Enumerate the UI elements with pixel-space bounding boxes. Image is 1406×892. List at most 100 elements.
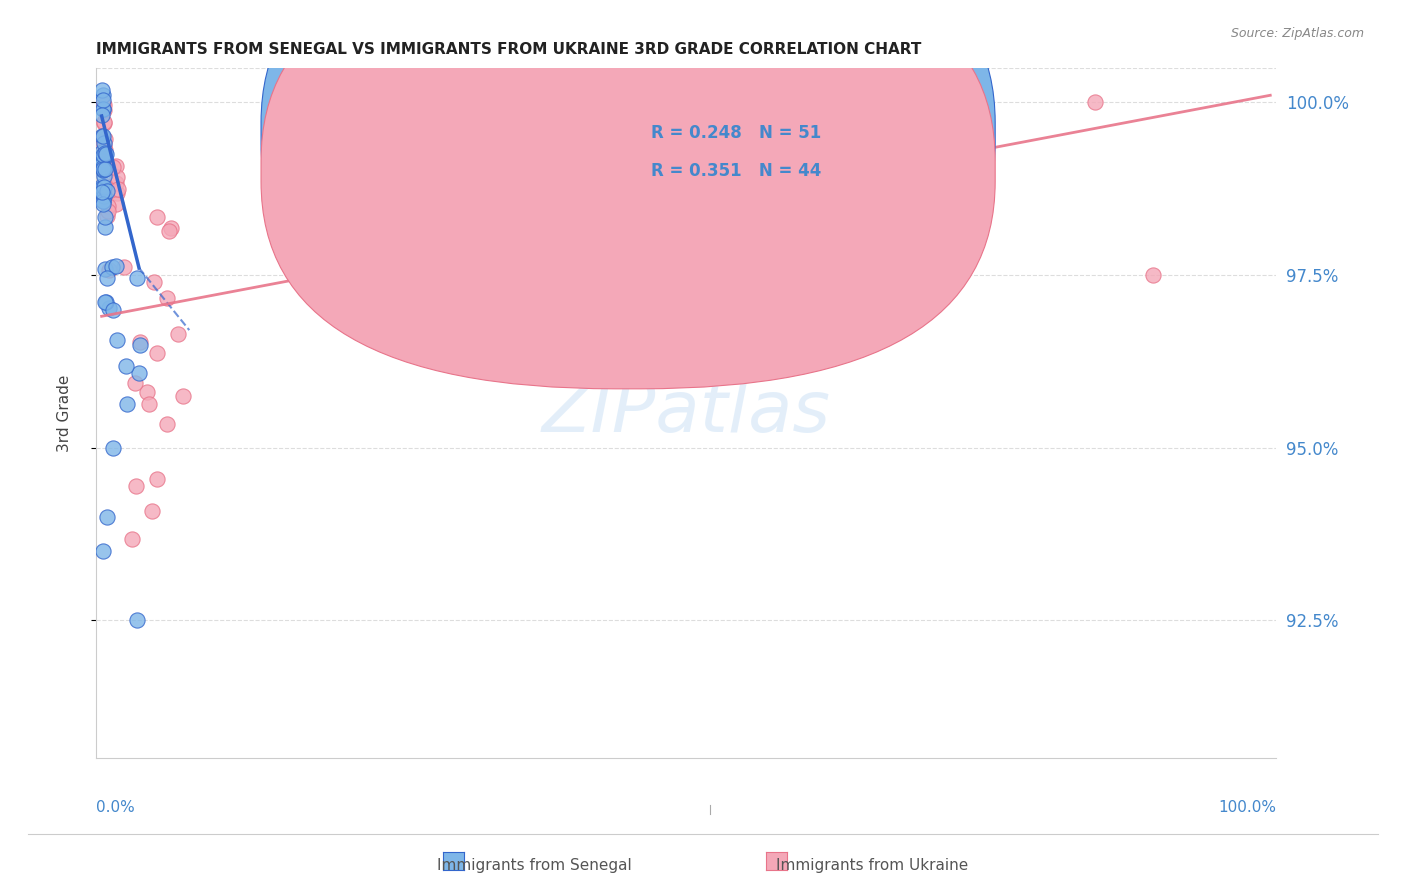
Point (91, 186, 114, 200)
FancyBboxPatch shape (262, 0, 995, 351)
FancyBboxPatch shape (592, 103, 875, 206)
Point (101, 260, 124, 274)
Text: Immigrants from Senegal: Immigrants from Senegal (437, 858, 631, 872)
Point (93, 103, 115, 118)
Point (145, 345, 167, 359)
Point (105, 186, 128, 200)
Point (156, 417, 179, 431)
Point (105, 334, 128, 348)
Point (91, 108, 114, 122)
Point (1084, 95, 1107, 110)
Point (97, 262, 120, 277)
Text: IMMIGRANTS FROM SENEGAL VS IMMIGRANTS FROM UKRAINE 3RD GRADE CORRELATION CHART: IMMIGRANTS FROM SENEGAL VS IMMIGRANTS FR… (96, 42, 921, 57)
Point (141, 504, 163, 518)
Point (121, 533, 143, 547)
Point (90, 145, 112, 160)
Point (97, 204, 120, 219)
Point (94, 178, 117, 193)
Point (146, 211, 169, 225)
Point (91, 130, 114, 145)
Point (93, 187, 115, 202)
Point (104, 197, 127, 211)
Point (107, 182, 129, 196)
Point (93, 136, 115, 150)
Point (105, 176, 128, 190)
Point (94, 220, 117, 235)
Point (94, 143, 117, 157)
Point (117, 397, 139, 411)
Point (103, 303, 125, 318)
Point (91, 100, 114, 114)
Point (93, 137, 115, 152)
Point (90, 151, 112, 165)
Point (128, 334, 150, 349)
Point (91, 162, 114, 177)
Point (94, 162, 117, 177)
Point (91, 93, 114, 107)
Point (90, 179, 112, 194)
Text: R = 0.351   N = 44: R = 0.351 N = 44 (651, 162, 821, 180)
Point (96, 184, 118, 198)
Point (124, 376, 146, 390)
Point (91, 194, 114, 209)
Point (91, 161, 114, 176)
Y-axis label: 3rd Grade: 3rd Grade (58, 375, 72, 451)
Point (91, 157, 114, 171)
Point (166, 327, 188, 342)
Point (91, 194, 114, 208)
Point (93, 189, 115, 203)
Point (97, 199, 120, 213)
Point (172, 388, 194, 402)
Point (157, 224, 180, 238)
Point (91, 83, 114, 97)
Point (136, 384, 159, 399)
Point (125, 613, 148, 627)
Point (94, 146, 117, 161)
Point (105, 259, 128, 273)
Point (112, 260, 135, 275)
Point (93, 180, 115, 194)
Text: Source: ZipAtlas.com: Source: ZipAtlas.com (1230, 27, 1364, 40)
Point (156, 291, 179, 305)
FancyBboxPatch shape (262, 0, 995, 389)
Point (93, 151, 115, 165)
Point (146, 472, 169, 486)
Point (93, 161, 115, 175)
Point (103, 441, 125, 455)
Point (91, 148, 114, 162)
Point (93, 114, 115, 128)
Point (91, 544, 114, 558)
Point (93, 295, 115, 310)
Point (91, 102, 114, 116)
Point (93, 261, 115, 276)
Point (93, 97, 115, 112)
Point (90, 128, 112, 143)
Point (91, 129, 114, 144)
Text: R = 0.248   N = 51: R = 0.248 N = 51 (651, 124, 821, 142)
Point (159, 221, 181, 235)
Point (125, 270, 148, 285)
Point (93, 210, 115, 224)
Point (143, 275, 166, 289)
Point (91, 95, 114, 110)
Point (93, 116, 115, 130)
Point (93, 169, 115, 184)
Point (96, 509, 118, 524)
Text: 100.0%: 100.0% (1218, 800, 1277, 814)
Point (115, 359, 138, 373)
Point (125, 479, 148, 493)
Point (94, 131, 117, 145)
Point (91, 103, 114, 117)
Point (91, 153, 114, 168)
Point (128, 337, 150, 351)
Text: 0.0%: 0.0% (96, 800, 135, 814)
Point (94, 295, 117, 310)
Point (105, 169, 128, 184)
Point (1142, 268, 1164, 282)
Point (91, 181, 114, 195)
Point (91, 160, 114, 174)
Point (96, 209, 118, 223)
Point (93, 87, 115, 102)
Point (91, 153, 114, 167)
Point (101, 161, 124, 175)
